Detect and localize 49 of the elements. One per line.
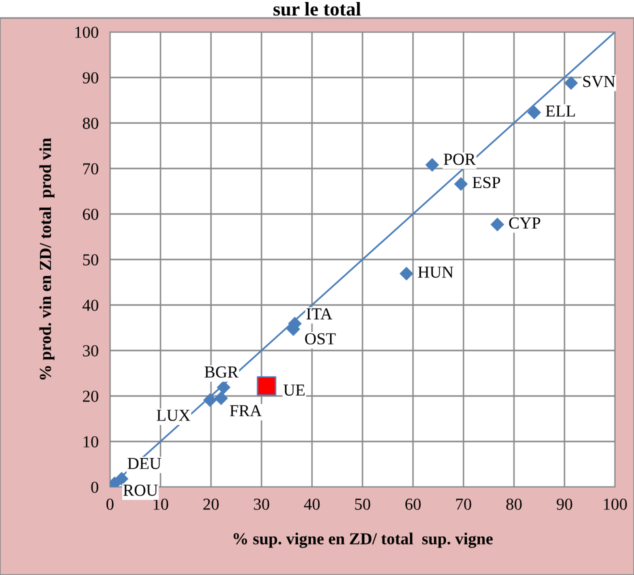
point: [425, 158, 440, 172]
point: [256, 376, 276, 396]
x-axis-title: % sup. vigne en ZD/ total sup. vigne: [234, 532, 493, 548]
x-tick-label: 100: [604, 498, 627, 510]
y-tick-label: 10: [84, 436, 98, 448]
annotation: OST: [305, 333, 336, 344]
point: [490, 218, 504, 232]
x-tick-label: 70: [456, 498, 472, 510]
annotation: ESP: [472, 176, 500, 188]
x-tick-label: 90: [556, 498, 572, 510]
annotation: SVN: [583, 76, 616, 88]
y-tick-label: 20: [82, 390, 98, 402]
y-tick-label: 60: [82, 208, 98, 220]
annotation: LUX: [156, 410, 190, 421]
annotation: FRA: [230, 405, 262, 416]
y-tick-label: 80: [82, 118, 98, 129]
point: [214, 391, 228, 406]
x-tick-label: 20: [203, 498, 219, 510]
annotation: UE: [284, 384, 305, 396]
point: [454, 177, 468, 191]
x-tick-label: 0: [106, 498, 114, 510]
annotation: BGR: [204, 366, 238, 378]
annotation: CYP: [509, 217, 540, 229]
point: [564, 76, 578, 90]
y-tick-label: 70: [83, 163, 98, 174]
point: [216, 380, 230, 394]
annotation: POR: [444, 154, 476, 165]
annotation: ROU: [123, 484, 158, 496]
y-tick-label: 90: [82, 72, 98, 84]
y-axis-title: % prod. vin en ZD/ total prod vin: [39, 138, 54, 380]
y-tick-label: 40: [82, 300, 98, 311]
y-tick-label: 30: [83, 345, 98, 356]
y-tick-label: 100: [75, 26, 98, 38]
annotation: HUN: [418, 266, 454, 278]
annotation: ELL: [546, 106, 575, 117]
x-tick-label: 80: [506, 498, 522, 510]
point: [527, 106, 542, 120]
y-tick-label: 0: [91, 482, 98, 493]
x-tick-label: 50: [355, 498, 370, 510]
x-tick-label: 10: [154, 498, 168, 510]
x-tick-label: 30: [254, 498, 270, 510]
x-tick-label: 40: [304, 498, 320, 510]
point: [400, 266, 414, 280]
point: [203, 393, 217, 407]
x-tick-label: 60: [405, 498, 421, 510]
annotation: DEU: [128, 458, 162, 470]
annotation: ITA: [306, 308, 332, 320]
y-tick-label: 50: [83, 254, 98, 266]
chart-title: sur le total: [273, 2, 361, 16]
